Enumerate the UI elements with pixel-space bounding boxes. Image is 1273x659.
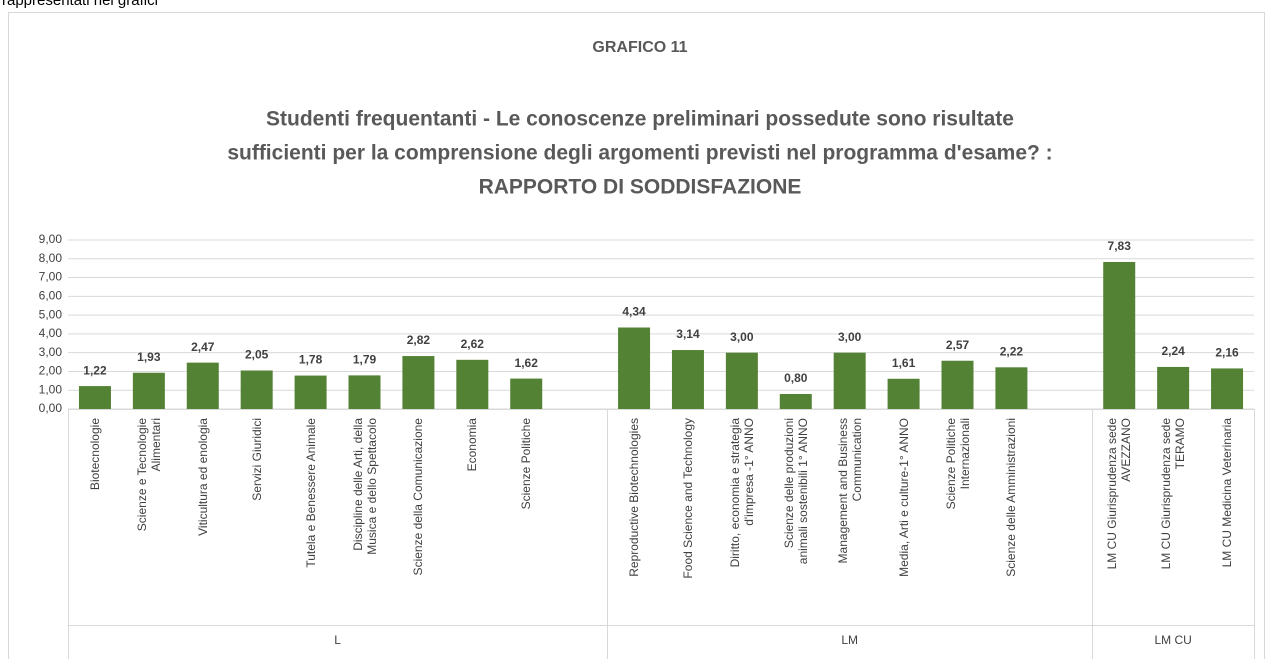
value-label: 2,16 xyxy=(1215,346,1239,360)
bar xyxy=(240,370,273,409)
x-tick-label: Diritto, economia e strategia d'impresa … xyxy=(727,418,756,568)
bar xyxy=(348,375,381,409)
y-tick-label: 9,00 xyxy=(39,232,63,246)
bar xyxy=(995,367,1028,409)
bar xyxy=(887,378,920,409)
value-label: 3,00 xyxy=(730,330,754,344)
value-label: 2,57 xyxy=(946,338,970,352)
value-label: 2,22 xyxy=(1000,344,1024,358)
bar xyxy=(78,386,111,409)
chart-subtitle: sufficienti per la comprensione degli ar… xyxy=(227,142,1052,165)
bar xyxy=(1211,368,1244,409)
chart-subtitle: RAPPORTO DI SODDISFAZIONE xyxy=(479,176,802,199)
y-tick-label: 3,00 xyxy=(39,345,63,359)
value-label: 7,83 xyxy=(1108,239,1132,253)
value-label: 2,05 xyxy=(245,348,269,362)
x-tick-label: Scienze Politiche Internazionali xyxy=(943,418,972,510)
bar xyxy=(941,360,974,409)
bar xyxy=(833,352,866,409)
y-tick-label: 6,00 xyxy=(39,289,63,303)
group-label: LM xyxy=(841,633,858,647)
bar xyxy=(456,359,489,409)
bar xyxy=(1103,261,1136,409)
x-tick-label: Reproductive Biotechnologies xyxy=(627,418,642,577)
y-tick-label: 4,00 xyxy=(39,326,63,340)
group-label: L xyxy=(334,633,341,647)
value-label: 4,34 xyxy=(622,305,646,319)
value-label: 2,62 xyxy=(461,337,485,351)
x-tick-label: Media, Arti e culture-1° ANNO xyxy=(896,418,911,577)
x-tick-label: LM CU Medicina Veterinaria xyxy=(1220,418,1235,568)
x-tick-label: Scienze Politiche xyxy=(519,418,534,510)
x-tick-label: Scienze delle produzioni animali sosteni… xyxy=(781,418,810,565)
value-label: 1,61 xyxy=(892,356,916,370)
y-tick-label: 0,00 xyxy=(39,401,63,415)
value-label: 1,78 xyxy=(299,353,323,367)
x-tick-label: Tutela e Benessere Animale xyxy=(303,418,318,568)
bar xyxy=(402,356,435,409)
bar xyxy=(671,350,704,409)
x-tick-label: Scienze e Tecnologie Alimentari xyxy=(134,418,163,532)
bar xyxy=(186,362,219,409)
x-tick-label: Biotecnologie xyxy=(87,418,102,491)
bar xyxy=(132,372,165,409)
value-label: 1,22 xyxy=(83,363,107,377)
chart-subtitle: Studenti frequentanti - Le conoscenze pr… xyxy=(266,108,1014,131)
bar xyxy=(1157,366,1190,409)
y-tick-label: 2,00 xyxy=(39,364,63,378)
x-tick-label: Economia xyxy=(465,418,480,472)
value-label: 2,24 xyxy=(1161,344,1185,358)
x-tick-label: Scienze delle Amministrazioni xyxy=(1004,418,1019,577)
value-label: 0,80 xyxy=(784,371,808,385)
group-label: LM CU xyxy=(1154,633,1191,647)
x-tick-label: Food Science and Technology xyxy=(680,418,695,579)
x-tick-label: LM CU Giurisprudenza sede AVEZZANO xyxy=(1105,418,1134,570)
chart-title: GRAFICO 11 xyxy=(592,39,687,56)
x-tick-label: LM CU Giurisprudenza sede TERAMO xyxy=(1159,418,1188,570)
y-tick-label: 7,00 xyxy=(39,270,63,284)
value-label: 1,62 xyxy=(515,356,539,370)
x-tick-label: Scienze della Comunicazione xyxy=(411,418,426,576)
x-tick-label: Viticultura ed enologia xyxy=(195,418,210,536)
value-label: 3,00 xyxy=(838,330,862,344)
y-tick-label: 1,00 xyxy=(39,382,63,396)
bar xyxy=(725,352,758,409)
value-label: 3,14 xyxy=(676,327,700,341)
chart-frame xyxy=(8,12,1265,659)
bar xyxy=(618,327,651,409)
value-label: 2,47 xyxy=(191,340,215,354)
caption: rappresentati nei grafici xyxy=(2,0,158,9)
x-tick-label: Servizi Giuridici xyxy=(249,418,264,501)
value-label: 2,82 xyxy=(407,333,431,347)
bar xyxy=(779,393,812,409)
y-tick-label: 5,00 xyxy=(39,307,63,321)
bar xyxy=(510,378,543,409)
value-label: 1,93 xyxy=(137,350,161,364)
x-tick-label: Discipline delle Arti, della Musica e de… xyxy=(350,418,379,555)
value-label: 1,79 xyxy=(353,353,377,367)
y-tick-label: 8,00 xyxy=(39,251,63,265)
x-tick-label: Management and Business Communication xyxy=(835,418,864,564)
bar xyxy=(294,375,327,409)
